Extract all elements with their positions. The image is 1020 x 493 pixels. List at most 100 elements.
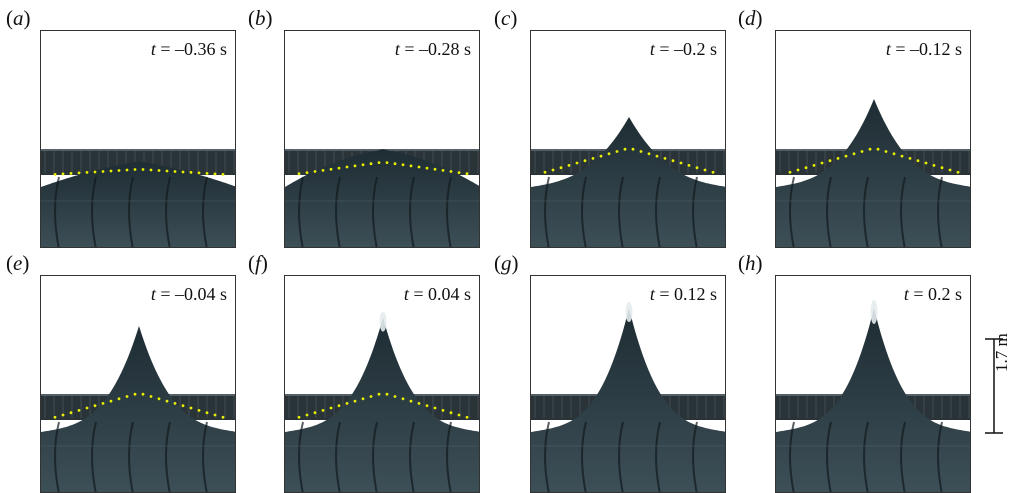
profile-dot [607, 152, 611, 156]
profile-dot [385, 161, 389, 165]
profile-dot [623, 147, 627, 151]
profile-dot [425, 166, 429, 170]
profile-dot [900, 154, 904, 158]
profile-dot [125, 395, 129, 398]
profile-dot [181, 170, 185, 174]
panel-label-h: (h) [738, 251, 763, 275]
profile-dot [401, 163, 405, 167]
profile-dot [165, 399, 169, 403]
time-label-h: t = 0.2 s [903, 284, 962, 304]
scale-bar [984, 338, 1004, 434]
profile-dot [221, 415, 225, 419]
profile-dot [820, 161, 824, 165]
profile-dot [353, 164, 357, 168]
profile-dot [836, 157, 840, 160]
profile-dot [647, 152, 651, 156]
profile-dot [189, 406, 193, 410]
photo-frame-f: t = 0.04 s [284, 275, 480, 493]
profile-dot [401, 397, 405, 401]
wave-photo-b [285, 149, 479, 247]
profile-dot [117, 397, 121, 401]
profile-dot [361, 397, 365, 401]
profile-dot [213, 172, 217, 176]
profile-dot [197, 171, 201, 175]
photo-frame-b: t = –0.28 s [284, 30, 480, 248]
profile-dot [433, 167, 437, 171]
profile-dot [687, 164, 691, 167]
photo-frame-a: t = –0.36 s [40, 30, 236, 248]
photo-frame-c: t = –0.2 s [530, 30, 726, 248]
profile-dot [205, 172, 209, 175]
profile-dot [101, 402, 105, 405]
profile-dot [575, 161, 579, 165]
profile-dot [353, 399, 357, 403]
profile-dot [599, 154, 603, 158]
profile-dot [465, 415, 469, 419]
profile-dot [884, 150, 888, 153]
profile-dot [77, 171, 81, 175]
time-label-c: t = –0.2 s [649, 39, 717, 59]
profile-dot [329, 167, 333, 171]
profile-dot [157, 397, 161, 401]
wave-surface [285, 317, 479, 492]
profile-dot [457, 413, 461, 417]
time-label-g: t = 0.12 s [649, 284, 717, 304]
profile-dot [441, 169, 445, 172]
profile-dot [679, 161, 683, 165]
time-label-d: t = –0.12 s [885, 39, 962, 59]
profile-dot [197, 409, 201, 412]
profile-dot [892, 152, 896, 156]
profile-dot [393, 395, 397, 398]
profile-dot [695, 166, 699, 170]
profile-dot [551, 168, 555, 172]
profile-dot [77, 409, 81, 412]
wave-photo-h [776, 300, 970, 492]
profile-dot [441, 409, 445, 412]
profile-dot [205, 411, 209, 415]
profile-dot [321, 169, 325, 172]
wave-surface [285, 149, 479, 247]
profile-dot [109, 399, 113, 403]
wave-surface [531, 117, 725, 247]
crest-spray [625, 302, 633, 322]
profile-dot [567, 164, 571, 167]
profile-dot [591, 157, 595, 160]
profile-dot [409, 164, 413, 168]
profile-dot [133, 168, 137, 171]
profile-dot [369, 162, 373, 166]
wave-photo-a [41, 149, 235, 247]
scale-bar-label: 1.7 m [992, 333, 1011, 372]
panel-label-b: (b) [248, 6, 273, 30]
profile-dot [844, 154, 848, 158]
profile-dot [109, 169, 113, 173]
time-label-b: t = –0.28 s [394, 39, 471, 59]
panel-label-f: (f) [248, 251, 268, 275]
profile-dot [956, 170, 960, 174]
wave-surface [776, 99, 970, 247]
profile-dot [631, 147, 635, 151]
profile-dot [449, 411, 453, 415]
profile-dot [932, 164, 936, 167]
profile-dot [189, 171, 193, 174]
profile-dot [69, 411, 73, 415]
panel-label-a: (a) [6, 6, 31, 30]
profile-dot [297, 415, 301, 419]
profile-dot [703, 168, 707, 172]
time-label-f: t = 0.04 s [403, 284, 471, 304]
profile-dot [924, 161, 928, 165]
profile-dot [53, 173, 57, 176]
profile-dot [101, 170, 105, 173]
profile-dot [615, 150, 619, 153]
wave-photo-e [41, 326, 235, 492]
profile-dot [61, 413, 65, 417]
wave-photo-c [531, 117, 725, 247]
profile-dot [213, 413, 217, 417]
profile-dot [53, 415, 57, 419]
time-label-a: t = –0.36 s [150, 39, 227, 59]
profile-dot [671, 159, 675, 163]
profile-dot [117, 169, 121, 172]
profile-dot [449, 170, 453, 173]
crest-spray [870, 300, 878, 324]
panel-label-e: (e) [6, 251, 30, 275]
photo-frame-g: t = 0.12 s [530, 275, 726, 493]
